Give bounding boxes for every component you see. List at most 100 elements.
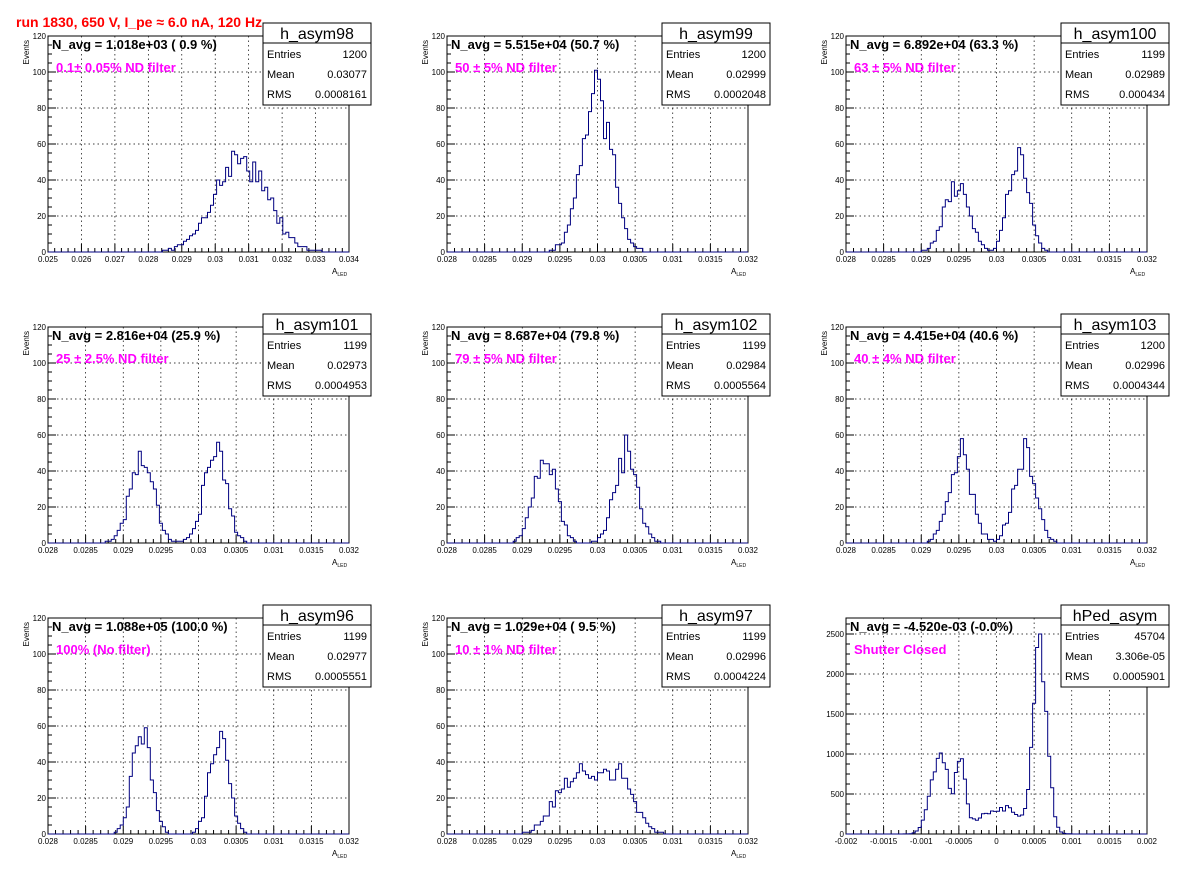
y-tick-label: 120 — [432, 323, 446, 332]
x-tick-label: 0.031 — [1062, 255, 1083, 264]
stat-value-entries: 1200 — [742, 49, 766, 61]
x-tick-label: 0.0305 — [623, 255, 648, 264]
x-tick-label: 0.029 — [512, 837, 533, 846]
y-tick-label: 20 — [835, 503, 844, 512]
y-tick-label: 60 — [436, 431, 445, 440]
histogram-panel-h_asym96: 0.028 0.0285 0.029 0.0295 0.03 0.0305 0.031 0.0… — [22, 604, 372, 860]
x-tick-label: 0.0295 — [947, 255, 972, 264]
y-tick-label: 2500 — [826, 630, 844, 639]
y-tick-label: 100 — [432, 68, 446, 77]
x-tick-label: 0.028 — [38, 546, 59, 555]
x-tick-label: 0.03 — [989, 255, 1005, 264]
n-avg-label: N_avg = 1.088e+05 (100.0 %) — [52, 619, 228, 634]
x-tick-label: 0.0295 — [548, 837, 573, 846]
n-avg-label: N_avg = 6.892e+04 (63.3 %) — [850, 37, 1018, 52]
y-tick-label: 80 — [37, 686, 46, 695]
x-tick-label: -0.002 — [835, 837, 858, 846]
x-tick-label: -0.0005 — [945, 837, 973, 846]
x-tick-label: 0.034 — [339, 255, 360, 264]
y-tick-label: 80 — [436, 104, 445, 113]
x-tick-label: 0.0285 — [73, 546, 98, 555]
y-tick-label: 80 — [37, 104, 46, 113]
y-tick-label: 60 — [835, 431, 844, 440]
x-axis-label: ALED — [332, 558, 347, 569]
x-tick-label: 0.03 — [590, 837, 606, 846]
x-tick-label: 0.0315 — [1097, 255, 1122, 264]
y-tick-label: 100 — [432, 650, 446, 659]
filter-label: Shutter Closed — [854, 642, 947, 657]
x-tick-label: 0.032 — [1137, 546, 1158, 555]
stat-label-rms: RMS — [666, 380, 690, 392]
stat-box-frame — [262, 22, 372, 106]
x-tick-label: 0.029 — [113, 546, 134, 555]
stat-box: h_asym99 Entries 1200 Mean 0.02999 RMS 0.00020… — [661, 22, 771, 106]
y-tick-label: 2000 — [826, 670, 844, 679]
x-tick-label: 0.032 — [339, 546, 360, 555]
stat-value-rms: 0.0004953 — [315, 380, 367, 392]
y-tick-label: 0 — [42, 830, 47, 839]
histogram-name: h_asym102 — [675, 317, 758, 334]
stat-label-entries: Entries — [666, 49, 701, 61]
y-tick-label: 120 — [432, 32, 446, 41]
histogram-name: hPed_asym — [1073, 608, 1158, 625]
x-tick-label: 0.028 — [836, 546, 857, 555]
stat-label-entries: Entries — [666, 631, 701, 643]
histogram-series — [48, 727, 349, 835]
stat-value-rms: 0.0004224 — [714, 671, 766, 683]
stat-label-entries: Entries — [666, 340, 701, 352]
x-tick-label: 0.0315 — [698, 255, 723, 264]
stat-label-rms: RMS — [666, 89, 690, 101]
x-tick-label: 0.0305 — [623, 837, 648, 846]
y-tick-label: 40 — [436, 176, 445, 185]
y-tick-label: 120 — [831, 32, 845, 41]
x-axis-label: ALED — [1130, 558, 1145, 569]
stat-value-mean: 3.306e-05 — [1115, 651, 1165, 663]
y-tick-label: 0 — [840, 830, 845, 839]
histogram-panel-h_asym103: 0.028 0.0285 0.029 0.0295 0.03 0.0305 0.031 0.0… — [820, 313, 1170, 569]
filter-label: 25 ± 2.5% ND filter — [56, 351, 169, 366]
y-tick-label: 120 — [33, 323, 47, 332]
x-axis-label: ALED — [731, 558, 746, 569]
y-tick-label: 120 — [33, 614, 47, 623]
y-axis-label: Events — [421, 40, 430, 64]
stat-value-rms: 0.000434 — [1119, 89, 1165, 101]
stat-value-mean: 0.03077 — [327, 69, 367, 81]
histogram-name: h_asym98 — [280, 26, 354, 43]
stat-value-mean: 0.02977 — [327, 651, 367, 663]
x-tick-label: 0.031 — [663, 546, 684, 555]
stat-box: h_asym96 Entries 1199 Mean 0.02977 RMS 0.00055… — [262, 604, 372, 688]
x-tick-label: 0.03 — [207, 255, 223, 264]
x-axis-label: ALED — [332, 849, 347, 860]
n-avg-label: N_avg = 8.687e+04 (79.8 %) — [451, 328, 619, 343]
filter-label: 10 ± 1% ND filter — [455, 642, 557, 657]
stat-value-entries: 1200 — [1141, 340, 1165, 352]
n-avg-label: N_avg = -4.520e-03 (-0.0%) — [850, 619, 1013, 634]
y-tick-label: 0 — [42, 539, 47, 548]
x-tick-label: 0.001 — [1062, 837, 1083, 846]
stat-value-rms: 0.0008161 — [315, 89, 367, 101]
stat-box-frame — [1060, 22, 1170, 106]
x-tick-label: -0.001 — [910, 837, 933, 846]
stat-box-frame — [1060, 313, 1170, 397]
x-tick-label: 0.0315 — [698, 837, 723, 846]
x-tick-label: 0.0315 — [299, 546, 324, 555]
stat-label-rms: RMS — [267, 380, 291, 392]
x-tick-label: 0.0295 — [548, 546, 573, 555]
y-tick-label: 60 — [37, 431, 46, 440]
x-axis-label: ALED — [731, 849, 746, 860]
y-axis-label: Events — [820, 40, 829, 64]
stat-label-mean: Mean — [1065, 651, 1093, 663]
x-tick-label: 0.0315 — [698, 546, 723, 555]
stat-value-entries: 1199 — [1141, 49, 1165, 61]
stat-label-mean: Mean — [666, 360, 694, 372]
x-tick-label: 0.031 — [264, 837, 285, 846]
x-tick-label: 0.0295 — [548, 255, 573, 264]
stat-value-mean: 0.02996 — [1125, 360, 1165, 372]
y-tick-label: 100 — [33, 68, 47, 77]
x-tick-label: 0.0285 — [73, 837, 98, 846]
stat-value-rms: 0.0004344 — [1113, 380, 1165, 392]
stat-label-entries: Entries — [267, 340, 302, 352]
histogram-panel-hPed_asym: -0.002 -0.0015 -0.001 -0.0005 0 0.0005 0.001 0.… — [826, 604, 1170, 846]
y-tick-label: 60 — [835, 140, 844, 149]
x-tick-label: 0.031 — [264, 546, 285, 555]
